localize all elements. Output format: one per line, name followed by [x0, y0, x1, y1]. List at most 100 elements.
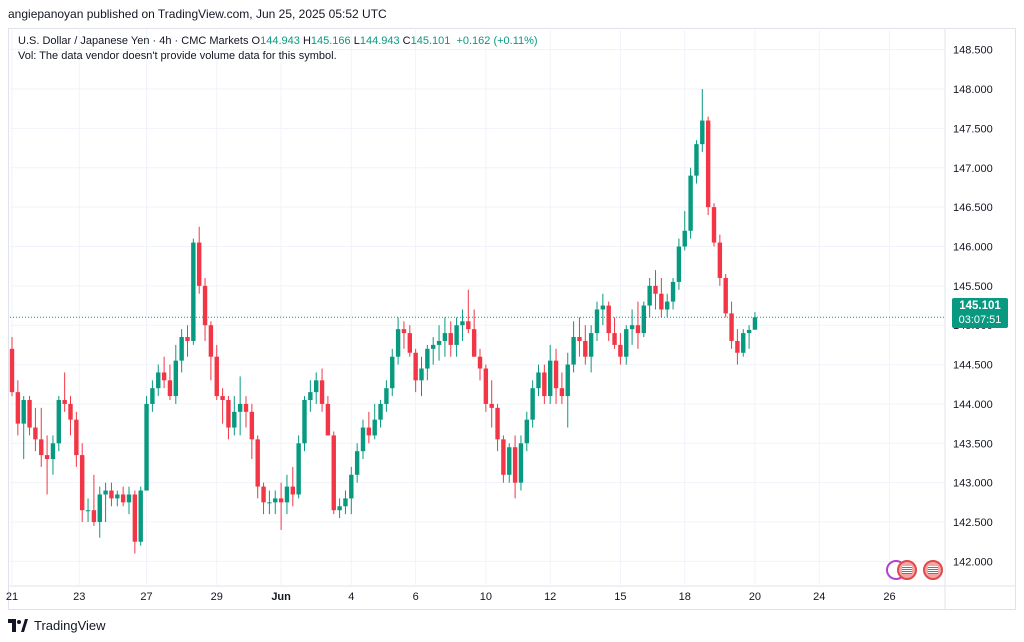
candle-body [501, 439, 506, 475]
price-tick-label: 144.000 [953, 399, 993, 411]
candle [583, 325, 588, 365]
candle-body [635, 325, 641, 334]
candle [471, 309, 477, 357]
candle-body [612, 333, 617, 345]
candle-body [460, 321, 465, 326]
symbol-name: U.S. Dollar / Japanese Yen · 4h · CMC Ma… [18, 35, 249, 47]
candle [267, 490, 272, 515]
candle-body [705, 120, 711, 208]
candle-body [700, 120, 705, 145]
candle-body [325, 403, 331, 436]
candle [676, 238, 682, 290]
candle [413, 348, 418, 393]
candle [694, 140, 699, 184]
candle-body [647, 285, 652, 306]
candle [530, 380, 535, 428]
candle [741, 329, 746, 357]
candle [571, 321, 576, 373]
footer-brand[interactable]: TradingView [8, 618, 106, 633]
candle [448, 321, 453, 357]
candle [524, 411, 529, 452]
candle [27, 396, 32, 436]
candle-body [530, 388, 535, 420]
candle [15, 380, 21, 436]
candle-body [588, 333, 594, 357]
candle-body [372, 419, 377, 436]
price-tick-label: 144.500 [953, 360, 993, 372]
candle [641, 301, 646, 338]
candle-body [109, 490, 114, 499]
candle-body [483, 368, 489, 404]
candle [325, 396, 331, 436]
us-flag-icon[interactable] [897, 560, 917, 580]
candle-body [723, 277, 728, 314]
candle-body [741, 333, 746, 353]
candle [670, 277, 676, 310]
candle-body [600, 305, 606, 310]
publisher-line: angiepanoyan published on TradingView.co… [8, 7, 387, 21]
candle-body [571, 337, 576, 365]
candle-body [624, 329, 629, 357]
candle [167, 364, 173, 400]
candle-body [144, 403, 149, 491]
candle-body [682, 230, 687, 247]
candle-body [237, 403, 243, 412]
candle [512, 435, 518, 499]
candle-body [255, 439, 260, 487]
candle [349, 466, 354, 515]
low-label: L [353, 35, 360, 47]
candle [559, 372, 565, 404]
candle-body [226, 400, 231, 428]
time-tick-label: 10 [480, 591, 492, 603]
candle [109, 482, 114, 507]
candle [735, 329, 740, 365]
grid-lines [10, 30, 945, 585]
candle [460, 309, 465, 341]
candle [343, 490, 348, 515]
candle-body [278, 498, 284, 503]
price-tick-label: 142.500 [953, 517, 993, 529]
low-value: 144.943 [359, 35, 400, 47]
candle-body [232, 411, 237, 428]
candle [431, 337, 436, 365]
candle [507, 443, 512, 483]
candle [173, 344, 178, 404]
candle-body [80, 455, 85, 511]
candle-body [103, 490, 108, 495]
candle [21, 396, 26, 460]
us-flag-icon[interactable] [923, 560, 943, 580]
candle-body [173, 360, 178, 397]
candle-body [390, 356, 395, 389]
candle [144, 396, 149, 491]
candle [9, 337, 15, 397]
chart-frame [8, 28, 1016, 610]
candle [629, 309, 635, 345]
candle [80, 443, 85, 523]
candle-body [179, 337, 184, 361]
candle [378, 400, 383, 428]
candle-body [261, 486, 266, 503]
candle-body [349, 474, 354, 499]
time-tick-label: Jun [271, 591, 291, 603]
time-tick-label: 29 [211, 591, 223, 603]
candle [44, 435, 50, 495]
candle [91, 474, 97, 526]
change-value: +0.162 (+0.11%) [456, 35, 538, 47]
candle-body [39, 439, 44, 456]
candle-body [606, 305, 611, 334]
candle [659, 277, 664, 318]
candle-body [425, 348, 430, 369]
candle-body [243, 403, 249, 412]
candle-body [197, 242, 202, 286]
candle-body [694, 144, 699, 176]
candle [577, 317, 582, 357]
candle-body [85, 510, 91, 512]
candle-body [442, 333, 448, 341]
candle-body [208, 325, 214, 357]
candle-body [553, 360, 559, 389]
candle [314, 372, 319, 404]
time-tick-label: 23 [73, 591, 85, 603]
close-value: 145.101 [410, 35, 451, 47]
candle [74, 411, 79, 467]
